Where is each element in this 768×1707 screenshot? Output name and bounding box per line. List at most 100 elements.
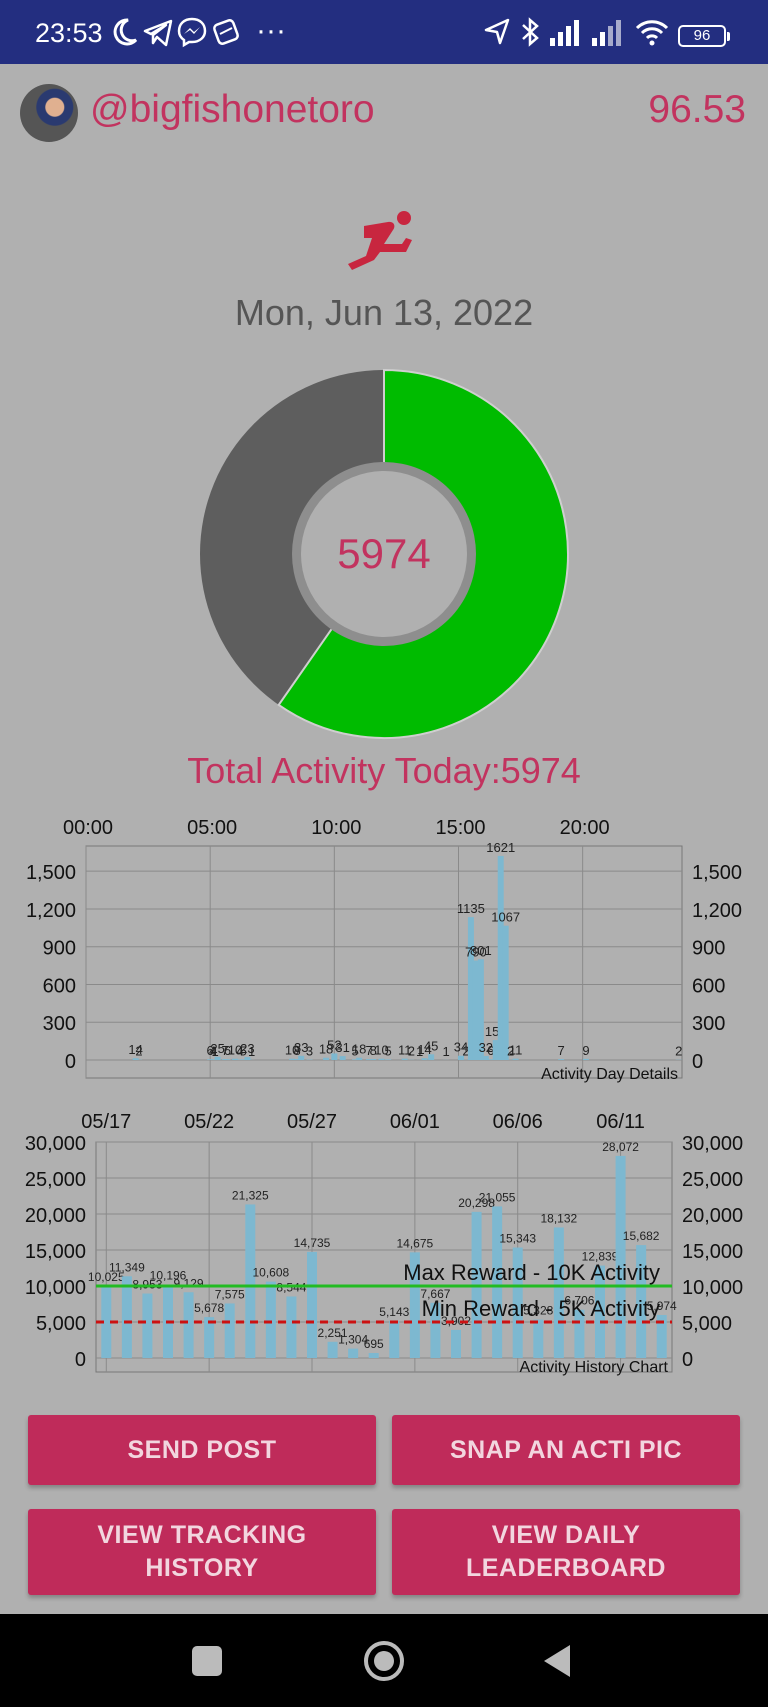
history-chart-bar xyxy=(636,1245,647,1358)
history-chart-bar-label: 9,129 xyxy=(174,1276,204,1290)
send-post-label: SEND POST xyxy=(127,1435,277,1464)
day-chart-bar-label: 1135 xyxy=(457,901,485,916)
history-chart-caption: Activity History Chart xyxy=(520,1359,669,1376)
day-chart-bar xyxy=(558,1059,565,1060)
history-chart-bar xyxy=(142,1293,153,1358)
day-chart-bar-label: 10 xyxy=(285,1043,299,1058)
score-value: 96.53 xyxy=(648,88,746,131)
day-chart-bar-label: 6 xyxy=(207,1043,214,1058)
min-reward-label: Min Reward - 5K Activity xyxy=(422,1296,660,1321)
history-chart-bar-label: 10,608 xyxy=(253,1266,290,1280)
avatar[interactable] xyxy=(20,84,78,142)
history-chart-bar-label: 695 xyxy=(364,1337,384,1351)
history-chart-bar-label: 10,025 xyxy=(88,1270,125,1284)
day-chart-bar-label: 2 xyxy=(462,1044,469,1059)
activity-history-chart: 0 0 5,000 5,000 10,000 10,000 15,000 15,000 20,0… xyxy=(25,1111,743,1376)
runner-icon xyxy=(348,211,412,270)
username[interactable]: @bigfishonetoro xyxy=(90,88,375,131)
day-chart-xtick: 20:00 xyxy=(560,817,610,839)
view-daily-label-line2: LEADERBOARD xyxy=(466,1554,666,1582)
day-chart-bar xyxy=(232,1058,238,1060)
history-chart-bar xyxy=(595,1265,605,1358)
day-chart-bar-label: 9 xyxy=(582,1043,589,1058)
day-chart-bar-label: 2 xyxy=(408,1044,415,1059)
view-tracking-label-line1: VIEW TRACKING xyxy=(97,1521,307,1549)
day-chart-bar xyxy=(352,1059,359,1060)
recent-apps-icon[interactable] xyxy=(190,1644,224,1678)
day-chart-bar-label: 5 xyxy=(351,1043,358,1058)
day-chart-bar-label: 18 xyxy=(319,1042,333,1057)
history-chart-ytick-left: 15,000 xyxy=(25,1241,86,1263)
day-chart-bar xyxy=(487,1059,494,1060)
history-chart-bar-label: 5,678 xyxy=(194,1301,224,1315)
day-chart-bar xyxy=(298,1055,305,1060)
history-chart-bar-label: 12,839 xyxy=(582,1250,619,1264)
history-chart-bar-label: 14,675 xyxy=(397,1236,434,1250)
day-chart-bar-label: 11 xyxy=(398,1043,412,1058)
day-chart-bar-label: 1 xyxy=(442,1044,449,1059)
day-chart-bar xyxy=(236,1059,243,1060)
day-chart-bar xyxy=(482,1055,489,1060)
snap-acti-pic-button[interactable]: SNAP AN ACTI PIC xyxy=(392,1415,740,1485)
activity-donut-chart: 5974 xyxy=(196,366,572,742)
day-chart-caption: Activity Day Details xyxy=(541,1066,678,1083)
donut-hole xyxy=(301,471,467,637)
day-chart-bar xyxy=(244,1057,251,1060)
bluetooth-icon xyxy=(522,17,539,47)
history-chart-bar xyxy=(224,1303,235,1358)
day-chart-bar-label: 790 xyxy=(465,945,487,960)
day-chart-bar-label: 18 xyxy=(352,1042,366,1057)
history-chart-bar xyxy=(574,1309,585,1358)
history-chart-bar-label: 14,735 xyxy=(294,1236,331,1250)
history-chart-ytick-right: 0 xyxy=(682,1349,693,1371)
history-chart-ytick-right: 10,000 xyxy=(682,1277,743,1299)
day-chart-bar xyxy=(502,925,509,1060)
history-chart-bar xyxy=(553,1227,564,1358)
more-notifications-icon: ··· xyxy=(256,14,286,47)
history-chart-bar xyxy=(615,1155,626,1358)
history-chart-ytick-left: 5,000 xyxy=(36,1313,86,1335)
history-chart-bar-label: 7,575 xyxy=(215,1287,245,1301)
day-chart-ytick-right: 0 xyxy=(692,1051,703,1073)
history-chart-ytick-right: 20,000 xyxy=(682,1205,743,1227)
day-chart-bar xyxy=(497,855,504,1060)
day-chart-bar xyxy=(240,1059,247,1060)
history-chart-bar-label: 5,974 xyxy=(647,1299,677,1313)
day-chart-bar-label: 45 xyxy=(424,1038,438,1053)
history-chart-bar-label: 15,682 xyxy=(623,1229,660,1243)
home-icon[interactable] xyxy=(362,1639,406,1683)
moon-icon xyxy=(113,18,138,46)
history-chart-bar-label: 18,132 xyxy=(541,1211,578,1225)
day-chart-ytick-left: 900 xyxy=(43,938,76,960)
total-activity-today: Total Activity Today:5974 xyxy=(187,750,581,791)
day-chart-bar xyxy=(294,1058,301,1060)
send-post-button[interactable]: SEND POST xyxy=(28,1415,376,1485)
history-chart-bar xyxy=(204,1317,215,1358)
day-chart-bar-label: 7 xyxy=(365,1043,372,1058)
telegram-icon xyxy=(143,19,173,47)
day-chart-bar xyxy=(472,960,479,1060)
history-chart-xtick: 05/27 xyxy=(287,1111,337,1133)
day-chart-bar xyxy=(378,1058,385,1060)
day-chart-bar xyxy=(132,1058,139,1060)
back-icon[interactable] xyxy=(540,1642,574,1680)
history-chart-bar-label: 20,298 xyxy=(458,1196,495,1210)
view-daily-leaderboard-button[interactable]: VIEW DAILY LEADERBOARD xyxy=(392,1509,740,1595)
day-chart-bar-label: 6 xyxy=(224,1043,231,1058)
history-chart-bar-label: 21,325 xyxy=(232,1188,269,1202)
history-chart-bar xyxy=(409,1252,420,1358)
history-chart-bar xyxy=(286,1296,297,1358)
day-chart-bar xyxy=(512,1058,519,1060)
history-chart-bar xyxy=(327,1341,338,1358)
status-bar: 23:53 ··· 96 xyxy=(0,0,768,64)
signal-strength-2-icon xyxy=(592,20,621,46)
history-chart-ytick-left: 25,000 xyxy=(25,1169,86,1191)
day-chart-bar xyxy=(214,1056,221,1060)
day-chart-bar-label: 7 xyxy=(221,1043,228,1058)
activity-date: Mon, Jun 13, 2022 xyxy=(234,292,534,333)
view-tracking-history-button[interactable]: VIEW TRACKING HISTORY xyxy=(28,1509,376,1595)
day-chart-bar-label: 5 xyxy=(240,1043,247,1058)
view-daily-label-line1: VIEW DAILY xyxy=(491,1521,641,1549)
day-chart-bar xyxy=(492,1040,499,1060)
history-chart-bar xyxy=(183,1292,194,1358)
